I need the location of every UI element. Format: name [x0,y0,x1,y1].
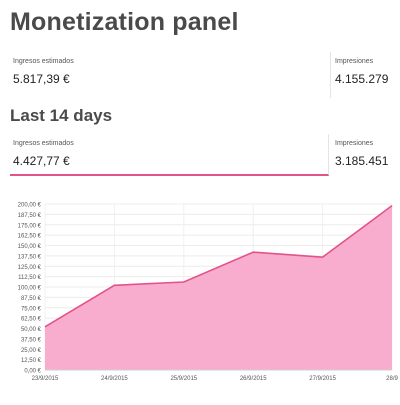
total-earnings-label: Ingresos estimados [13,58,74,65]
x-tick-label: 28/9 [386,376,398,382]
recent-impressions-value: 3.185.451 [335,154,388,168]
y-tick-label: 150,00 € [18,244,42,250]
earnings-area [45,206,392,370]
x-tick-label: 23/9/2015 [32,376,59,382]
y-tick-label: 37,50 € [21,337,42,343]
y-tick-label: 200,00 € [18,203,42,209]
total-impressions-card[interactable]: Impresiones 4.155.279 [332,52,400,98]
x-tick-label: 27/9/2015 [309,376,336,382]
y-tick-label: 50,00 € [21,327,42,333]
y-tick-label: 75,00 € [21,306,42,312]
y-tick-label: 175,00 € [18,223,42,229]
y-tick-label: 125,00 € [18,265,42,271]
recent-earnings-label: Ingresos estimados [13,140,74,147]
y-tick-label: 162,50 € [18,234,42,240]
x-tick-label: 26/9/2015 [240,376,267,382]
earnings-chart: 200,00 € 187,50 € 175,00 € 162,50 € 150,00 €… [0,190,400,400]
y-tick-label: 25,00 € [21,348,42,354]
recent-impressions-label: Impresiones [335,140,373,147]
x-tick-label: 25/9/2015 [170,376,197,382]
total-impressions-label: Impresiones [335,58,373,65]
y-tick-label: 87,50 € [21,296,42,302]
y-tick-label: 100,00 € [18,286,42,292]
total-earnings-card[interactable]: Ingresos estimados 5.817,39 € [10,52,331,98]
total-earnings-value: 5.817,39 € [13,72,70,86]
y-tick-label: 112,50 € [18,275,42,281]
y-tick-label: 62,50 € [21,317,42,323]
x-tick-label: 24/9/2015 [101,376,128,382]
page-title: Monetization panel [10,8,239,37]
y-tick-label: 0,00 € [24,369,41,375]
total-impressions-value: 4.155.279 [335,72,388,86]
recent-impressions-card[interactable]: Impresiones 3.185.451 [332,134,400,174]
y-tick-label: 137,50 € [18,254,42,260]
recent-earnings-card[interactable]: Ingresos estimados 4.427,77 € [10,134,329,176]
y-tick-label: 187,50 € [18,213,42,219]
earnings-area-chart: 200,00 € 187,50 € 175,00 € 162,50 € 150,00 €… [0,190,400,400]
y-tick-label: 12,50 € [21,358,42,364]
recent-earnings-value: 4.427,77 € [13,154,70,168]
period-heading: Last 14 days [10,106,112,126]
